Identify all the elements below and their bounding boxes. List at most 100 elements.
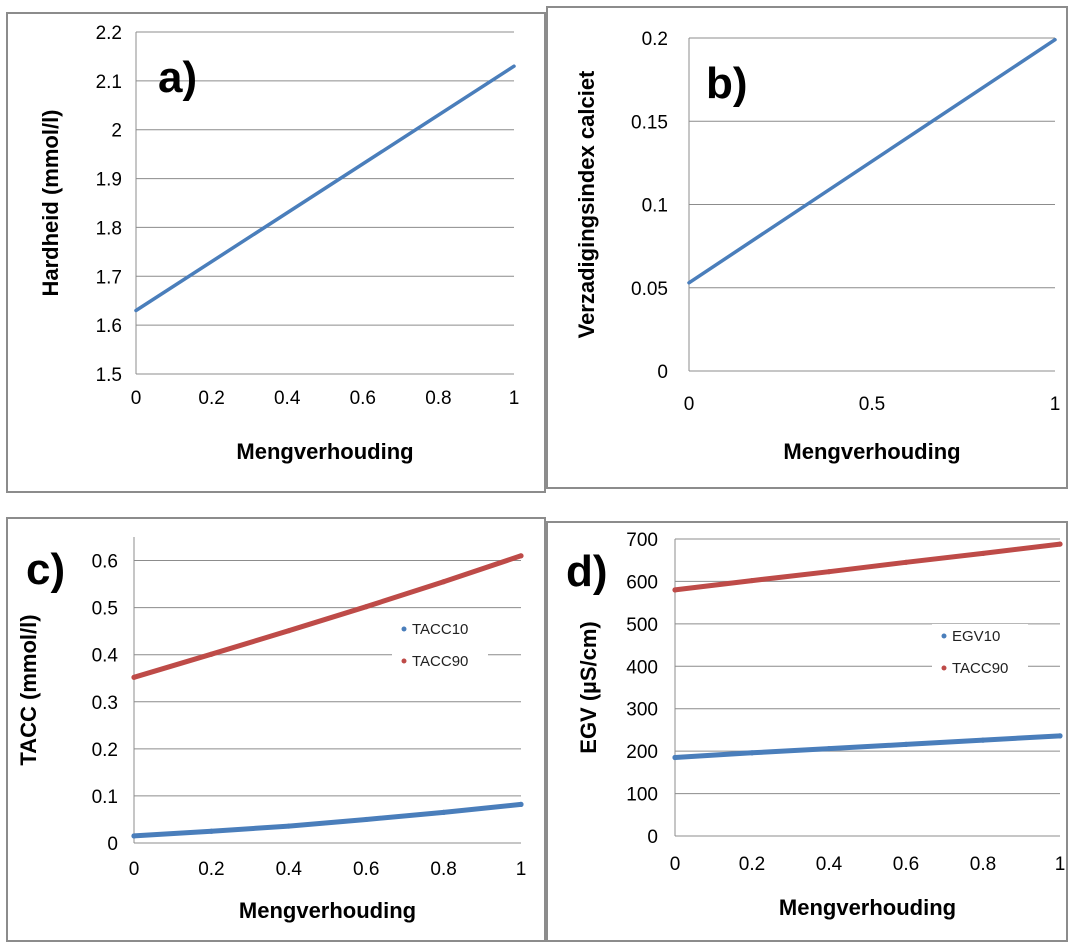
chart-panel-c: 0 0.1 0.2 0.3 0.4 0.5 0.6 0 0.2 0.4 0.6 0.8 1 Mengver… <box>6 517 546 942</box>
y-axis-title: TACC (mmol/l) <box>16 614 41 765</box>
y-tick-label: 700 <box>626 530 658 551</box>
x-tick-label: 1 <box>1050 394 1061 415</box>
data-point-c-TACC90 <box>131 674 137 680</box>
data-point-d-EGV10 <box>749 750 755 756</box>
data-point-d-EGV10 <box>980 737 986 743</box>
y-tick-label: 2 <box>111 121 122 142</box>
data-point-d-EGV10 <box>826 745 832 752</box>
data-point-d-TACC90 <box>903 559 909 565</box>
x-tick-label: 0.2 <box>198 388 224 409</box>
y-tick-label: 300 <box>626 700 658 721</box>
y-tick-label: 1.8 <box>96 218 122 239</box>
data-point-c-TACC10 <box>286 823 292 829</box>
data-point-d-EGV10 <box>903 741 909 747</box>
legend-bg <box>932 656 1028 678</box>
chart-c-svg: 0 0.1 0.2 0.3 0.4 0.5 0.6 0 0.2 0.4 0.6 0.8 1 Mengver… <box>16 537 527 923</box>
y-tick-label: 0.1 <box>642 196 668 217</box>
data-point-d-EGV10 <box>672 754 678 761</box>
legend-bg <box>392 649 488 671</box>
data-point-d-TACC90 <box>826 569 832 575</box>
y-axis-title: Verzadigingsindex calciet <box>574 70 599 338</box>
x-tick-label: 0.6 <box>893 854 919 875</box>
data-point-d-TACC90 <box>749 577 755 584</box>
y-tick-label: 200 <box>626 742 658 763</box>
data-point-d-TACC90 <box>1057 541 1063 547</box>
x-tick-label: 0 <box>129 859 140 880</box>
data-point-c-TACC10 <box>518 801 524 807</box>
series-line-d-TACC90 <box>672 541 1063 593</box>
x-tick-label: 1 <box>516 859 527 880</box>
series-line-c-TACC10 <box>131 801 524 839</box>
series-line-a-0 <box>134 64 516 313</box>
y-axis-title: EGV (µS/cm) <box>576 621 601 753</box>
y-tick-label: 600 <box>626 572 658 593</box>
y-tick-label: 1.6 <box>96 316 122 337</box>
y-tick-label: 1.5 <box>96 365 122 386</box>
y-tick-label: 2.2 <box>96 23 122 44</box>
legend-entry-TACC90: TACC90 <box>952 660 1008 677</box>
y-tick-label: 0.6 <box>92 552 118 573</box>
x-tick-label: 0.8 <box>425 388 451 409</box>
legend-entry-TACC10: TACC10 <box>412 621 468 638</box>
series-line-d-EGV10 <box>672 733 1063 760</box>
y-tick-label: 0.15 <box>631 112 668 133</box>
series-line-c-TACC90 <box>131 553 524 680</box>
data-point-c-TACC10 <box>208 828 214 834</box>
legend-marker-TACC90 <box>401 658 407 664</box>
data-point-c-TACC90 <box>441 579 447 585</box>
y-tick-label: 0.2 <box>642 29 668 50</box>
panel-label-a: a) <box>158 53 197 102</box>
data-point-d-TACC90 <box>980 550 986 557</box>
y-tick-label: 0 <box>657 362 668 383</box>
y-tick-label: 0.1 <box>92 787 118 808</box>
x-tick-label: 1 <box>1055 854 1066 875</box>
chart-d-svg: 0 100 200 300 400 500 600 700 0 0.2 0.4 0.6 0.8 1 Meng… <box>566 530 1066 920</box>
y-tick-label: 1.9 <box>96 170 122 191</box>
data-point-c-TACC90 <box>518 553 524 559</box>
panel-label-c: c) <box>26 545 65 594</box>
data-point-c-TACC10 <box>131 833 137 839</box>
y-tick-label: 500 <box>626 615 658 636</box>
legend-entry-TACC90: TACC90 <box>412 653 468 670</box>
chart-panel-b: 0 0.05 0.1 0.15 0.2 0 0.5 1 Mengverhouding Verzad… <box>546 6 1068 489</box>
y-tick-label: 100 <box>626 785 658 806</box>
x-tick-label: 0.2 <box>739 854 765 875</box>
chart-a-svg: 1.5 1.6 1.7 1.8 1.9 2 2.1 2.2 0 0.2 0.4 0.6 0.8 1 Meng… <box>38 23 520 464</box>
y-tick-label: 0.5 <box>92 599 118 620</box>
x-tick-label: 0 <box>131 388 142 409</box>
y-tick-label: 2.1 <box>96 72 122 93</box>
x-tick-label: 1 <box>509 388 520 409</box>
legend-marker-TACC10 <box>401 626 407 632</box>
data-point-c-TACC10 <box>441 809 447 815</box>
y-tick-label: 0.05 <box>631 279 668 300</box>
y-axis-title: Hardheid (mmol/l) <box>38 109 63 296</box>
data-point-d-TACC90 <box>672 587 678 593</box>
legend-bg <box>392 617 488 639</box>
legend-marker-TACC90 <box>941 665 947 671</box>
y-tick-label: 0.2 <box>92 740 118 761</box>
x-tick-label: 0.5 <box>859 394 885 415</box>
legend-entry-EGV10: EGV10 <box>952 628 1000 645</box>
data-point-c-TACC90 <box>208 651 214 657</box>
data-point-c-TACC90 <box>286 628 292 634</box>
panel-label-d: d) <box>566 547 608 596</box>
y-tick-label: 1.7 <box>96 267 122 288</box>
x-tick-label: 0.2 <box>198 859 224 880</box>
y-tick-label: 0 <box>647 827 658 848</box>
x-tick-label: 0.6 <box>350 388 376 409</box>
series-line-b-0 <box>687 37 1057 285</box>
y-tick-label: 0.4 <box>92 646 119 667</box>
x-tick-label: 0.4 <box>816 854 843 875</box>
x-tick-label: 0.4 <box>276 859 303 880</box>
x-tick-label: 0.6 <box>353 859 379 880</box>
x-tick-label: 0 <box>684 394 695 415</box>
x-tick-label: 0.8 <box>970 854 996 875</box>
y-tick-label: 0.3 <box>92 693 118 714</box>
chart-panel-a: 1.5 1.6 1.7 1.8 1.9 2 2.1 2.2 0 0.2 0.4 0.6 0.8 1 Meng… <box>6 12 546 493</box>
data-point-c-TACC90 <box>363 604 369 610</box>
x-axis-title: Mengverhouding <box>236 439 413 464</box>
x-tick-label: 0.4 <box>274 388 301 409</box>
data-point-d-EGV10 <box>1057 733 1063 739</box>
x-axis-title: Mengverhouding <box>239 898 416 923</box>
legend-bg <box>932 624 1028 646</box>
